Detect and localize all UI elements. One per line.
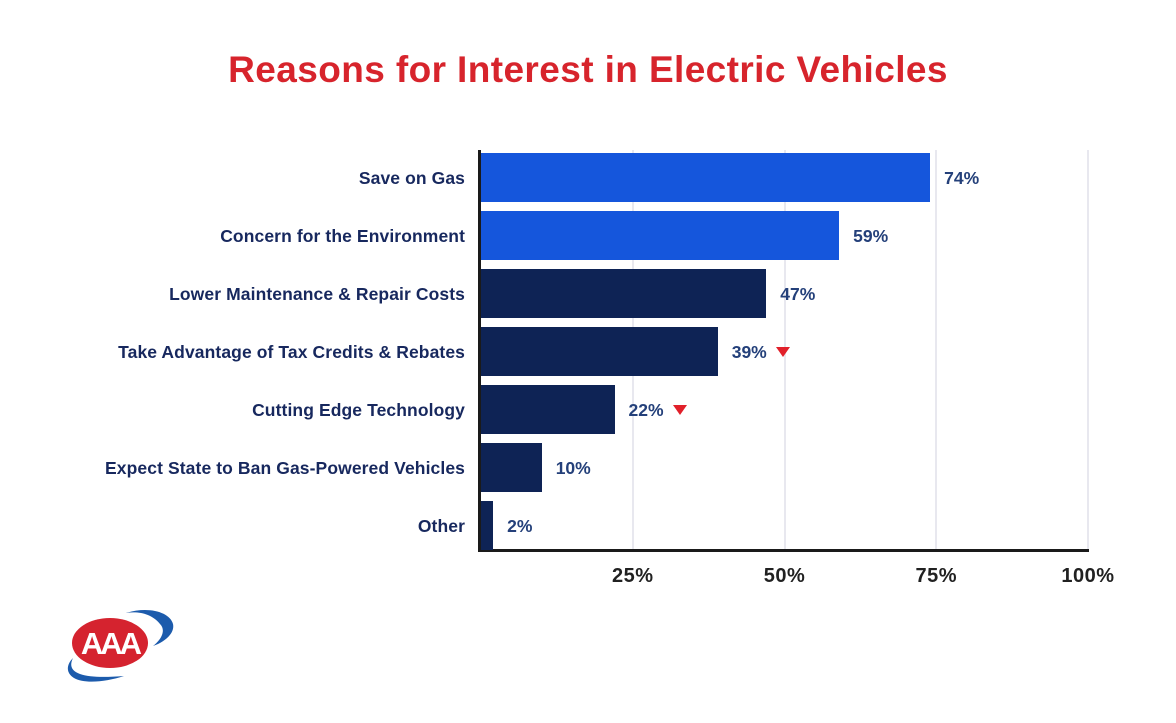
category-label: Cutting Edge Technology <box>252 399 465 420</box>
bar <box>481 211 840 260</box>
bar <box>481 269 767 318</box>
value-text: 2% <box>507 515 533 536</box>
value-label: 74% <box>944 167 979 189</box>
category-label: Save on Gas <box>358 167 465 188</box>
x-axis-line <box>478 549 1089 552</box>
category-label: Other <box>417 515 465 536</box>
bar <box>481 327 718 376</box>
gridline <box>1087 150 1089 549</box>
value-text: 59% <box>853 225 889 246</box>
value-label: 47% <box>780 283 815 305</box>
value-label: 2% <box>507 515 532 537</box>
x-tick-label: 100% <box>1061 565 1115 587</box>
bar <box>481 443 542 492</box>
value-text: 47% <box>780 283 816 304</box>
logo-oval <box>72 618 148 668</box>
value-text: 10% <box>555 457 591 478</box>
bar <box>481 501 494 550</box>
logo-letters: AAA <box>81 626 142 661</box>
chart-title: Reasons for Interest in Electric Vehicle… <box>228 49 948 90</box>
value-label: 39% <box>732 341 790 363</box>
category-label: Lower Maintenance & Repair Costs <box>169 283 465 304</box>
gridline <box>935 150 938 549</box>
category-label: Concern for the Environment <box>220 225 465 246</box>
bar <box>481 385 615 434</box>
logo-swoosh-top-icon <box>126 610 174 646</box>
value-text: 39% <box>731 341 767 362</box>
category-label: Expect State to Ban Gas-Powered Vehicles <box>105 457 465 478</box>
value-text: 22% <box>628 399 664 420</box>
category-label: Take Advantage of Tax Credits & Rebates <box>118 341 465 362</box>
value-label: 10% <box>556 457 591 479</box>
decrease-triangle-icon <box>672 404 687 415</box>
x-tick-label: 50% <box>763 565 806 587</box>
aaa-logo: AAA <box>67 610 174 682</box>
x-tick-label: 25% <box>611 565 654 587</box>
value-label: 22% <box>629 399 687 421</box>
logo-swoosh-bottom-icon <box>67 658 124 682</box>
y-axis-line <box>478 150 481 549</box>
bar <box>481 153 931 202</box>
x-tick-label: 75% <box>915 565 958 587</box>
decrease-triangle-icon <box>775 346 790 357</box>
value-text: 74% <box>944 167 980 188</box>
value-label: 59% <box>853 225 888 247</box>
